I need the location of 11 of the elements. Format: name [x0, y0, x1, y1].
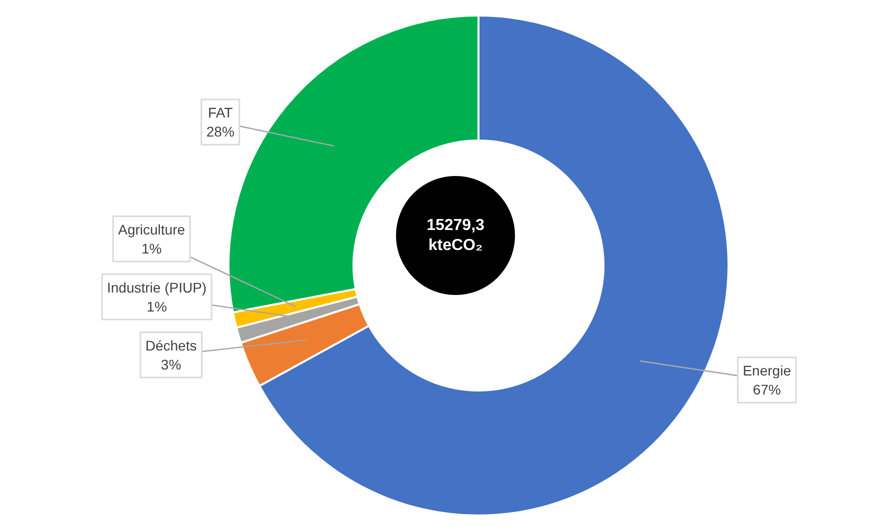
slice-label: Energie	[742, 362, 792, 378]
slice-label: Déchets	[145, 337, 197, 354]
slice-label: Industrie (PIUP)	[107, 279, 207, 296]
data-label: 28%	[206, 124, 234, 140]
data-label: 3%	[160, 356, 182, 372]
text: 15279,3 kteCO₂	[426, 216, 485, 254]
data-label: 67%	[752, 382, 781, 398]
slice-label: Agriculture	[118, 221, 186, 238]
data-label: 1%	[146, 298, 167, 314]
data-label: 1%	[141, 240, 162, 256]
slice-label: FAT	[208, 104, 234, 120]
